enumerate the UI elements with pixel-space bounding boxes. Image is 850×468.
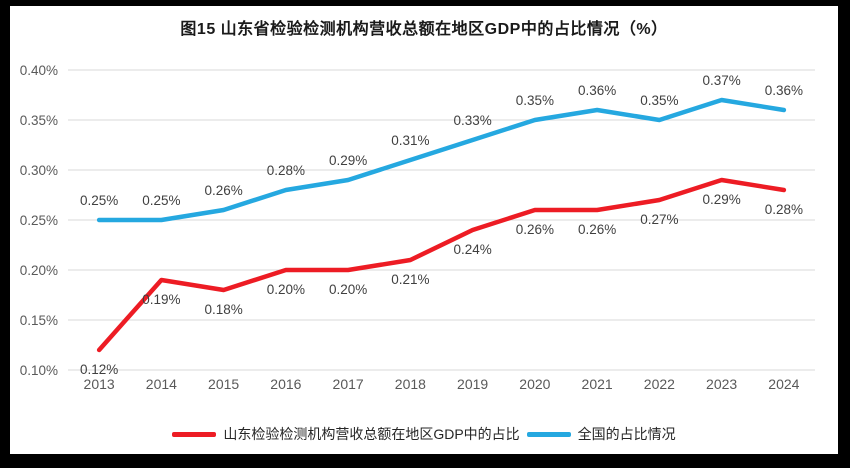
data-label: 0.36% <box>578 83 616 98</box>
x-tick-label: 2014 <box>146 376 177 392</box>
data-label: 0.26% <box>516 222 554 237</box>
y-tick-label: 0.25% <box>20 213 58 228</box>
x-tick-label: 2019 <box>457 376 488 392</box>
y-axis-labels: 0.40% 0.35% 0.30% 0.25% 0.20% 0.15% 0.10% <box>20 63 58 378</box>
series-data-labels-0: 0.12% 0.19% 0.18% 0.20% 0.20% 0.21% 0.24% 0.26%… <box>80 192 803 377</box>
data-label: 0.20% <box>267 282 305 297</box>
data-label: 0.18% <box>204 302 242 317</box>
x-tick-label: 2023 <box>706 376 737 392</box>
x-tick-label: 2015 <box>208 376 239 392</box>
legend-swatch-national-line <box>526 431 571 437</box>
chart-title: 图15 山东省检验检测机构营收总额在地区GDP中的占比情况（%） <box>180 21 668 38</box>
x-axis-labels: 2013 2014 2015 2016 2017 2018 2019 2020 2021 2022… <box>84 376 800 392</box>
y-tick-label: 0.10% <box>20 363 58 378</box>
data-label: 0.31% <box>391 133 429 148</box>
line-chart-plot: 0.40%0.35%0.30%0.25%0.20%0.15%0.10%2013 2… <box>20 63 815 392</box>
data-label: 0.24% <box>453 242 491 257</box>
x-tick-label: 2013 <box>84 376 115 392</box>
data-label: 0.25% <box>80 193 118 208</box>
data-label: 0.35% <box>640 93 678 108</box>
data-label: 0.29% <box>702 192 740 207</box>
y-tick-label: 0.40% <box>20 63 58 78</box>
data-label: 0.27% <box>640 212 678 227</box>
data-label: 0.19% <box>142 292 180 307</box>
y-tick-label: 0.30% <box>20 163 58 178</box>
x-tick-label: 2018 <box>395 376 426 392</box>
data-label: 0.26% <box>204 183 242 198</box>
legend-label-shandong: 山东检验检测机构营收总额在地区GDP中的占比 <box>223 426 520 442</box>
series-line-0 <box>96 177 787 353</box>
data-label: 0.28% <box>765 202 803 217</box>
gridlines <box>68 69 815 371</box>
data-label: 0.36% <box>765 83 803 98</box>
data-label: 0.35% <box>516 93 554 108</box>
chart-canvas: 图15 山东省检验检测机构营收总额在地区GDP中的占比情况（%） 0.40% 0.… <box>10 6 838 454</box>
y-tick-label: 0.35% <box>20 113 58 128</box>
data-label: 0.33% <box>453 113 491 128</box>
data-label: 0.29% <box>329 153 367 168</box>
legend-label-national: 全国的占比情况 <box>577 426 676 442</box>
x-tick-label: 2016 <box>270 376 301 392</box>
data-label: 0.20% <box>329 282 367 297</box>
y-tick-label: 0.20% <box>20 263 58 278</box>
series-data-labels-1: 0.25% 0.25% 0.26% 0.28% 0.29% 0.31% 0.33% 0.35%… <box>80 73 803 208</box>
data-label: 0.37% <box>702 73 740 88</box>
x-tick-label: 2021 <box>582 376 613 392</box>
chart-legend: 山东检验检测机构营收总额在地区GDP中的占比 全国的占比情况 <box>10 424 838 444</box>
y-tick-label: 0.15% <box>20 313 58 328</box>
x-tick-label: 2024 <box>768 376 799 392</box>
data-label: 0.26% <box>578 222 616 237</box>
x-tick-label: 2017 <box>333 376 364 392</box>
data-label: 0.12% <box>80 362 118 377</box>
series-line-1 <box>96 97 787 223</box>
data-label: 0.21% <box>391 272 429 287</box>
data-label: 0.25% <box>142 193 180 208</box>
x-tick-label: 2022 <box>644 376 675 392</box>
data-label: 0.28% <box>267 163 305 178</box>
x-tick-label: 2020 <box>519 376 550 392</box>
legend-swatch-shandong-line <box>172 431 217 437</box>
